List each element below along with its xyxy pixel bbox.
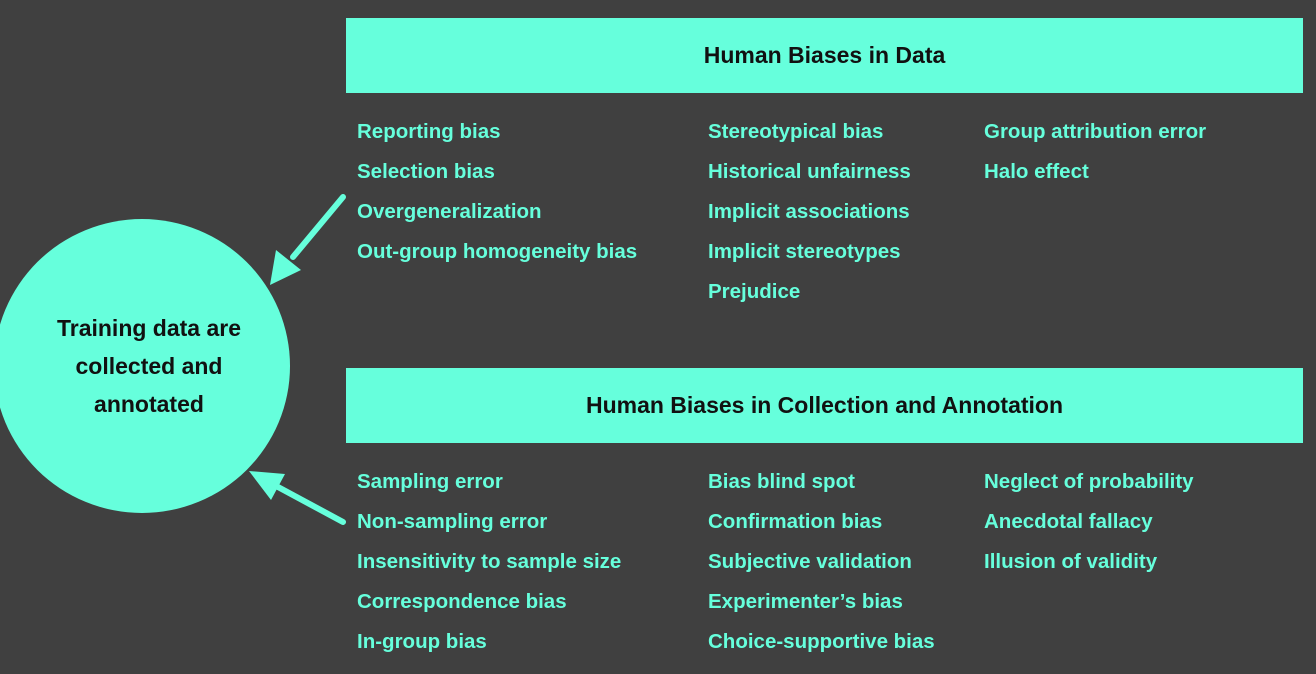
arrow-collection-to-circle [249,471,346,525]
bias-item: Experimenter’s bias [708,590,903,613]
bias-item: Implicit stereotypes [708,240,901,263]
bias-item: Historical unfairness [708,160,911,183]
bias-item: Anecdotal fallacy [984,510,1153,533]
bias-item: Sampling error [357,470,503,493]
bias-item: Selection bias [357,160,495,183]
bias-item: Stereotypical bias [708,120,884,143]
collection-bias-column-2: Bias blind spot Confirmation bias Subjec… [708,468,935,668]
bias-item: Insensitivity to sample size [357,550,622,573]
collection-bias-column-3: Neglect of probability Anecdotal fallacy… [984,468,1194,588]
bias-item: Implicit associations [708,200,910,223]
section-title: Human Biases in Collection and Annotatio… [585,392,1064,418]
bias-item: Prejudice [708,280,801,303]
training-data-node: Training data are collected and annotate… [0,219,290,513]
bias-item: Confirmation bias [708,510,883,533]
section-title: Human Biases in Data [703,42,946,68]
bias-item: Halo effect [984,160,1089,183]
training-data-label: Training data are collected and annotate… [56,315,242,417]
bias-item: Out-group homogeneity bias [357,240,638,263]
data-bias-column-1: Reporting bias Selection bias Overgenera… [357,118,637,278]
bias-item: Overgeneralization [357,200,542,223]
data-bias-column-2: Stereotypical bias Historical unfairness… [708,118,911,318]
bias-item: Neglect of probability [984,470,1194,493]
bias-item: Bias blind spot [708,470,855,493]
section-header-human-biases-in-collection: Human Biases in Collection and Annotatio… [346,368,1303,443]
bias-item: Subjective validation [708,550,912,573]
section-header-human-biases-in-data: Human Biases in Data [346,18,1303,93]
bias-item: Illusion of validity [984,550,1158,573]
collection-bias-column-1: Sampling error Non-sampling error Insens… [357,468,621,668]
bias-item: Choice-supportive bias [708,630,935,653]
bias-item: Non-sampling error [357,510,548,533]
data-bias-column-3: Group attribution error Halo effect [984,118,1206,198]
bias-item: Correspondence bias [357,590,567,613]
bias-item: Reporting bias [357,120,501,143]
arrow-data-to-circle [270,194,346,285]
bias-item: In-group bias [357,630,487,653]
bias-item: Group attribution error [984,120,1207,143]
